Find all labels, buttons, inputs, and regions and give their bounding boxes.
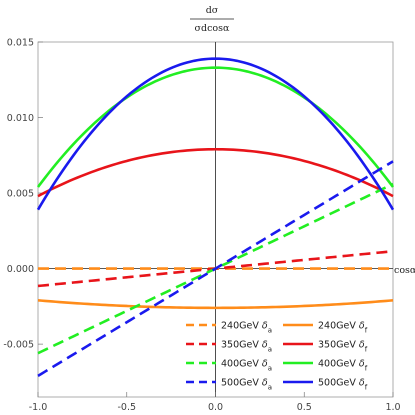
x-tick-label: -1.0 xyxy=(29,402,48,413)
legend-delta-symbol: δ xyxy=(356,340,365,351)
legend-label: 240GeV δf xyxy=(318,321,368,335)
legend-delta-symbol: δ xyxy=(356,321,365,332)
y-tick-label: 0.015 xyxy=(7,38,34,49)
legend-delta-symbol: δ xyxy=(259,359,268,370)
ticks: -1.0 -0.5 0.0 0.5 1.0 -0.005 0.000 0.005 0.010 0.… xyxy=(3,38,400,414)
series-line-240gev-delta-f xyxy=(37,299,394,310)
series-line-500gev-delta-a xyxy=(37,160,394,377)
legend-energy: 350GeV xyxy=(221,340,259,351)
y-tick-label: 0.010 xyxy=(7,113,34,124)
series-line-400gev-delta-f xyxy=(36,66,395,188)
legend-delta-symbol: δ xyxy=(259,378,268,389)
legend-subscript: a xyxy=(268,384,272,392)
y-tick-label: -0.005 xyxy=(3,340,34,351)
legend-subscript: f xyxy=(365,346,368,354)
x-axis-label: cosα xyxy=(394,265,415,276)
legend-subscript: f xyxy=(365,384,368,392)
x-tick-label: 0.0 xyxy=(208,402,223,413)
y-axis-label-denominator: σdcosα xyxy=(195,23,230,34)
legend-energy: 500GeV xyxy=(318,378,356,389)
legend-label: 400GeV δa xyxy=(221,359,272,373)
legend-delta-symbol: δ xyxy=(259,321,268,332)
legend-label: 400GeV δf xyxy=(318,359,368,373)
series-line-500gev-delta-f xyxy=(36,57,395,211)
series-line-350gev-delta-f xyxy=(37,147,394,198)
legend-subscript: a xyxy=(268,365,272,373)
legend-energy: 400GeV xyxy=(318,359,356,370)
legend-label: 350GeV δa xyxy=(221,340,272,354)
legend-energy: 240GeV xyxy=(318,321,356,332)
legend-delta-symbol: δ xyxy=(356,359,365,370)
legend-label: 500GeV δf xyxy=(318,378,368,392)
legend-subscript: a xyxy=(268,346,272,354)
legend-energy: 400GeV xyxy=(221,359,259,370)
legend-energy: 350GeV xyxy=(318,340,356,351)
legend-subscript: f xyxy=(365,365,368,373)
legend-energy: 240GeV xyxy=(221,321,259,332)
y-tick-label: 0.005 xyxy=(7,189,34,200)
series-lines xyxy=(36,57,395,377)
x-tick-label: -0.5 xyxy=(117,402,136,413)
x-tick-label: 1.0 xyxy=(385,402,400,413)
legend-delta-symbol: δ xyxy=(356,378,365,389)
legend-label: 350GeV δf xyxy=(318,340,368,354)
legend-subscript: f xyxy=(365,327,368,335)
y-axis-label-numerator: dσ xyxy=(206,5,219,16)
legend-delta-symbol: δ xyxy=(259,340,268,351)
y-tick-label: 0.000 xyxy=(7,264,34,275)
legend-subscript: a xyxy=(268,327,272,335)
legend-energy: 500GeV xyxy=(221,378,259,389)
axis-labels: dσ σdcosα cosα xyxy=(190,5,415,276)
legend-label: 240GeV δa xyxy=(221,321,272,335)
legend-label: 500GeV δa xyxy=(221,378,272,392)
x-tick-label: 0.5 xyxy=(297,402,312,413)
